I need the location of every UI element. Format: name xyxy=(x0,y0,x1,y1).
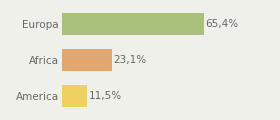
Text: 65,4%: 65,4% xyxy=(206,19,239,29)
Bar xyxy=(62,13,204,35)
Bar xyxy=(62,49,112,71)
Text: 23,1%: 23,1% xyxy=(114,55,147,65)
Text: 11,5%: 11,5% xyxy=(88,91,122,101)
Bar xyxy=(62,85,87,107)
